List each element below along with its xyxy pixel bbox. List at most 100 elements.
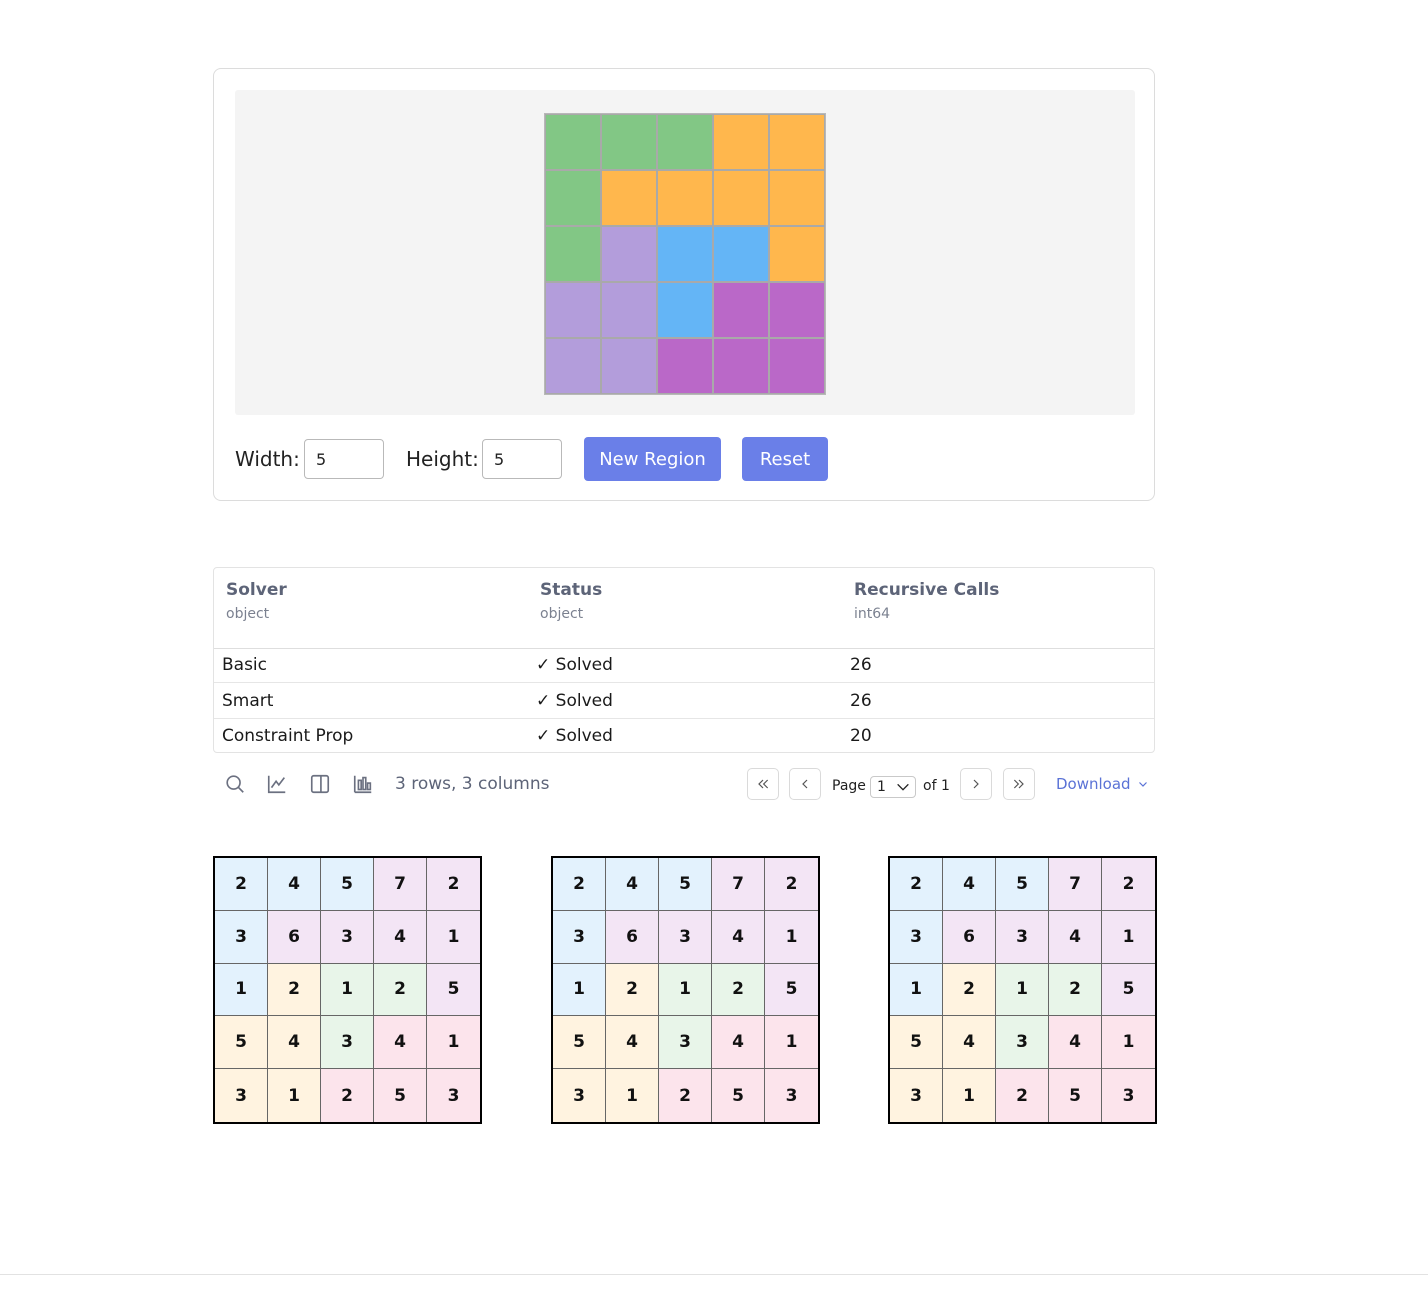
board-cell: 3 [765,1069,818,1122]
board-cell: 2 [268,963,321,1017]
region-cell[interactable] [657,170,713,226]
chevron-down-icon [897,783,909,791]
region-cell[interactable] [713,170,769,226]
double-chevron-left-icon [758,779,769,789]
results-table: Solver object Status object Recursive Ca… [213,567,1155,753]
search-icon[interactable] [224,773,246,795]
board-cell: 3 [996,910,1049,964]
column-header-status[interactable]: Status object [540,580,602,622]
board-cell: 3 [659,910,712,964]
board-cell: 2 [996,1069,1049,1122]
region-cell[interactable] [545,282,601,338]
board-cell: 3 [553,1069,606,1122]
column-name: Recursive Calls [854,580,1000,600]
column-dtype: object [540,606,584,622]
region-cell[interactable] [657,338,713,394]
board-cell: 4 [1049,1016,1102,1070]
board-cell: 3 [659,1016,712,1070]
cell-status: ✓ Solved [536,726,613,746]
board-cell: 6 [268,910,321,964]
table-row[interactable]: Smart ✓ Solved 26 [214,684,1154,719]
panel-icon[interactable] [309,773,331,795]
board-cell: 3 [553,910,606,964]
region-cell[interactable] [545,114,601,170]
first-page-button[interactable] [747,768,779,800]
line-chart-icon[interactable] [266,773,288,795]
region-cell[interactable] [769,226,825,282]
region-cell[interactable] [769,170,825,226]
region-cell[interactable] [601,282,657,338]
column-header-recursive-calls[interactable]: Recursive Calls int64 [854,580,999,622]
region-cell[interactable] [601,114,657,170]
download-button[interactable]: Download [1056,775,1149,793]
board-cell: 4 [606,858,659,911]
board-cell: 4 [943,1016,996,1070]
board-cell: 5 [765,963,818,1017]
column-header-solver[interactable]: Solver object [226,580,287,622]
region-cell[interactable] [769,114,825,170]
previous-page-button[interactable] [789,768,821,800]
board-cell: 1 [427,1016,480,1070]
board-cell: 1 [765,1016,818,1070]
cell-recursive-calls: 26 [850,655,872,675]
new-region-button[interactable]: New Region [584,437,721,481]
column-dtype: int64 [854,606,891,622]
region-cell[interactable] [713,114,769,170]
height-input[interactable] [482,439,562,479]
board-cell: 1 [215,963,268,1017]
board-cell: 2 [553,858,606,911]
region-grid[interactable] [544,113,826,395]
region-cell[interactable] [657,282,713,338]
board-cell: 3 [321,1016,374,1070]
board-cell: 3 [1102,1069,1155,1122]
grid-controls: Width: Height: New Region Reset [235,437,1135,481]
page-select[interactable]: 1 [870,776,916,798]
board-cell: 4 [268,1016,321,1070]
region-cell[interactable] [601,338,657,394]
region-cell[interactable] [545,170,601,226]
board-cell: 2 [890,858,943,911]
rows-columns-count: 3 rows, 3 columns [395,774,550,794]
last-page-button[interactable] [1003,768,1035,800]
region-cell[interactable] [545,226,601,282]
region-cell[interactable] [657,114,713,170]
board-cell: 1 [1102,1016,1155,1070]
board-cell: 6 [943,910,996,964]
column-name: Solver [226,580,287,600]
board-cell: 1 [268,1069,321,1122]
board-cell: 4 [268,858,321,911]
bar-chart-icon[interactable] [352,773,374,795]
region-cell[interactable] [601,226,657,282]
board-cell: 5 [321,858,374,911]
width-input[interactable] [304,439,384,479]
board-cell: 5 [996,858,1049,911]
region-cell[interactable] [713,282,769,338]
board-cell: 7 [712,858,765,911]
column-dtype: object [226,606,270,622]
reset-button[interactable]: Reset [742,437,828,481]
board-cell: 7 [374,858,427,911]
region-cell[interactable] [545,338,601,394]
board-cell: 2 [321,1069,374,1122]
region-cell[interactable] [769,338,825,394]
region-cell[interactable] [601,170,657,226]
region-cell[interactable] [769,282,825,338]
board-cell: 1 [996,963,1049,1017]
board-cell: 3 [996,1016,1049,1070]
double-chevron-right-icon [1013,779,1024,789]
table-row[interactable]: Constraint Prop ✓ Solved 20 [214,719,1154,752]
table-row[interactable]: Basic ✓ Solved 26 [214,648,1154,683]
next-page-button[interactable] [960,768,992,800]
board-cell: 2 [1049,963,1102,1017]
board-cell: 2 [215,858,268,911]
region-cell[interactable] [657,226,713,282]
cell-recursive-calls: 20 [850,726,872,746]
region-cell[interactable] [713,226,769,282]
board-cell: 1 [553,963,606,1017]
board-cell: 3 [215,910,268,964]
board-cell: 4 [606,1016,659,1070]
region-cell[interactable] [713,338,769,394]
cell-solver: Smart [222,691,274,711]
